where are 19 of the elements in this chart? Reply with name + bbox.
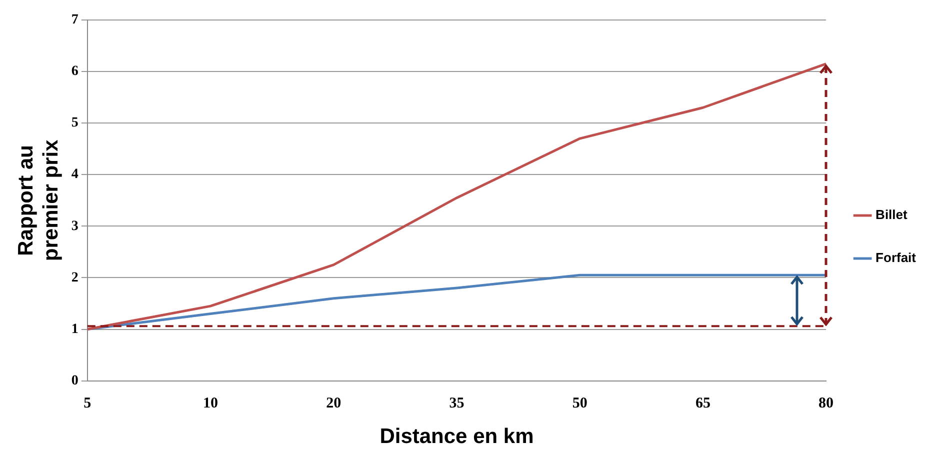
x-tick-label: 35 — [449, 396, 464, 412]
x-tick-label: 65 — [695, 396, 710, 412]
y-tick-label: 1 — [71, 322, 78, 337]
x-tick-label: 5 — [84, 396, 92, 412]
y-tick-label: 5 — [71, 116, 78, 131]
y-tick-label: 6 — [71, 64, 78, 80]
y-tick-label: 0 — [71, 373, 78, 388]
x-tick-label: 10 — [203, 396, 218, 412]
x-tick-label: 20 — [326, 396, 342, 412]
y-tick-label: 7 — [71, 12, 78, 28]
y-axis-title: Rapport au premier prix — [14, 139, 63, 262]
legend-label: Forfait — [876, 250, 917, 266]
legend-label: Billet — [876, 207, 908, 222]
y-tick-label: 3 — [71, 218, 78, 234]
x-tick-label: 80 — [818, 396, 834, 412]
x-tick-label: 50 — [572, 396, 588, 412]
x-axis-title: Distance en km — [380, 425, 534, 448]
y-tick-label: 4 — [71, 167, 78, 182]
y-tick-label: 2 — [71, 270, 78, 286]
